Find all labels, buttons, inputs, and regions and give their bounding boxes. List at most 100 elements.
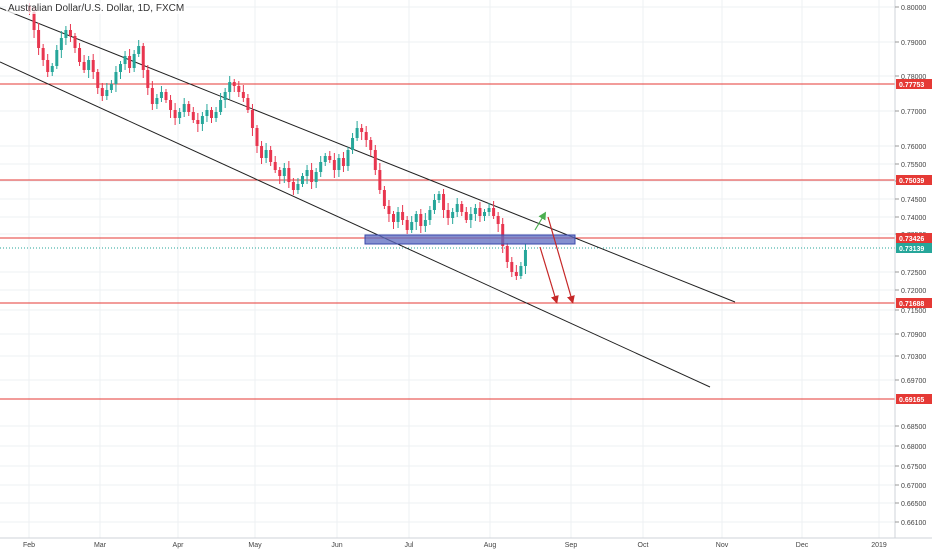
candle-body (401, 212, 405, 220)
candle-body (469, 214, 473, 220)
candle-body (314, 172, 318, 182)
arrow-down-2 (547, 216, 575, 304)
candle-body (59, 38, 63, 50)
grid-lines (0, 0, 895, 538)
y-tick-label: 0.78000 (901, 74, 926, 81)
candle-body (473, 208, 477, 214)
candle-body (123, 56, 127, 64)
candle-body (278, 170, 282, 176)
y-tick-label: 0.67500 (901, 464, 926, 471)
candle-body (132, 54, 136, 68)
candle-body (269, 150, 273, 162)
candle-body (241, 92, 245, 98)
candle-body (273, 162, 277, 170)
x-tick-label: Mar (94, 542, 107, 549)
price-tag (896, 79, 932, 89)
candle-body (200, 116, 204, 124)
candle-body (82, 62, 86, 70)
candle-body (68, 30, 72, 36)
candle-body (455, 204, 459, 212)
candle-body (396, 212, 400, 222)
price-tag-label: 0.73426 (899, 236, 924, 243)
x-tick-label: Jul (405, 542, 414, 549)
y-tick-label: 0.67000 (901, 483, 926, 490)
candle-body (169, 100, 173, 110)
candle-body (237, 86, 241, 92)
x-tick-label: May (248, 542, 262, 549)
candle-body (364, 132, 368, 140)
candle-body (519, 266, 523, 276)
candle-body (523, 250, 527, 266)
forecast-arrows (534, 211, 575, 304)
candle-body (382, 190, 386, 206)
candle-body (505, 246, 509, 262)
candle-body (341, 158, 345, 166)
price-axis: 0.80000 0.79000 0.78000 0.77000 0.76000 0.755… (894, 0, 932, 550)
candles (28, 3, 527, 280)
candle-body (191, 112, 195, 120)
trendlines (0, 7, 736, 388)
y-tick-label: 0.77000 (901, 109, 926, 116)
candle-body (437, 194, 441, 200)
candle-body (260, 146, 264, 158)
candle-body (282, 168, 286, 176)
candle-body (228, 82, 232, 92)
price-tag (896, 175, 932, 185)
candle-body (246, 98, 250, 110)
candle-body (360, 128, 364, 132)
candle-body (55, 50, 59, 66)
candle-body (219, 100, 223, 112)
x-tick-label: Nov (716, 542, 729, 549)
candle-body (187, 104, 191, 112)
candle-body (492, 208, 496, 216)
support-zone-rect (364, 234, 576, 245)
arrow-down-1 (539, 246, 559, 304)
y-tick-label: 0.70300 (901, 354, 926, 361)
candle-body (255, 128, 259, 146)
candle-body (323, 156, 327, 162)
x-tick-label: Feb (23, 542, 35, 549)
price-tag (896, 233, 932, 243)
candle-body (64, 30, 68, 38)
candle-body (319, 162, 323, 172)
price-tag-label: 0.71688 (899, 301, 924, 308)
candle-body (87, 60, 91, 70)
candle-body (392, 214, 395, 222)
candle-body (301, 176, 304, 184)
y-tick-label: 0.79000 (901, 40, 926, 47)
candle-body (141, 46, 145, 70)
candle-body (114, 72, 118, 84)
candle-body (514, 272, 518, 276)
candle-body (355, 128, 359, 138)
candle-body (423, 220, 427, 226)
candle-body (451, 212, 455, 218)
candle-body (264, 150, 268, 158)
chart-title: Australian Dollar/U.S. Dollar, 1D, FXCM (6, 3, 187, 14)
upper-channel-line (0, 7, 736, 303)
support-zone (364, 234, 576, 245)
candle-body (159, 92, 163, 98)
candle-body (155, 98, 159, 104)
x-tick-label: Jun (331, 542, 342, 549)
candle-body (487, 208, 491, 212)
price-tag (896, 394, 932, 404)
candle-body (232, 82, 236, 86)
candle-body (387, 206, 391, 214)
candle-body (119, 64, 122, 72)
candle-body (137, 46, 141, 54)
y-tick-label: 0.66500 (901, 501, 926, 508)
candle-body (337, 158, 341, 170)
y-tick-label: 0.74000 (901, 215, 926, 222)
candle-body (478, 208, 482, 216)
candle-body (510, 262, 514, 272)
candle-body (310, 170, 314, 182)
candle-body (182, 104, 186, 112)
time-axis-bg (0, 538, 932, 550)
price-tag-label: 0.77753 (899, 82, 924, 89)
candle-body (405, 220, 409, 230)
candle-body (287, 168, 291, 182)
candle-body (483, 212, 486, 216)
candle-body (414, 214, 418, 222)
time-axis: Feb Mar Apr May Jun Jul Aug Sep Oct Nov Dec 2019 (0, 537, 932, 550)
